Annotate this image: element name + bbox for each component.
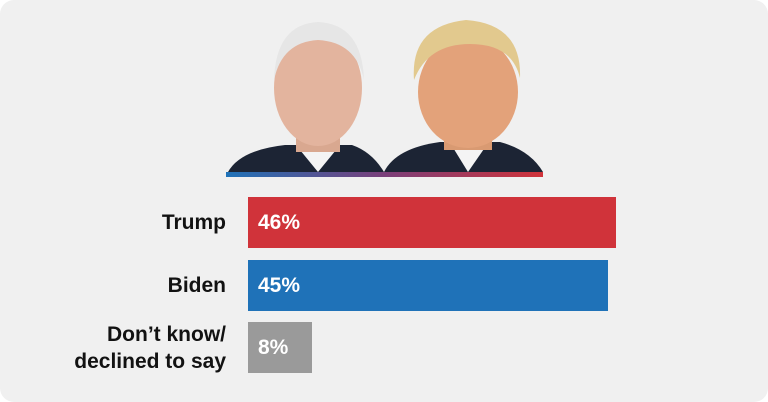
category-label: Don’t know/ declined to say — [74, 322, 226, 373]
category-label: Biden — [167, 273, 226, 297]
value-label: 45% — [258, 273, 301, 297]
category-label: Trump — [161, 211, 226, 234]
bar — [248, 197, 616, 248]
bar — [248, 259, 608, 311]
divider — [226, 172, 543, 177]
biden-photo — [228, 22, 384, 172]
value-label: 46% — [258, 211, 301, 234]
trump-photo — [384, 20, 543, 172]
value-label: 8% — [258, 336, 289, 359]
bar — [248, 322, 312, 373]
candidate-photos — [226, 20, 543, 177]
